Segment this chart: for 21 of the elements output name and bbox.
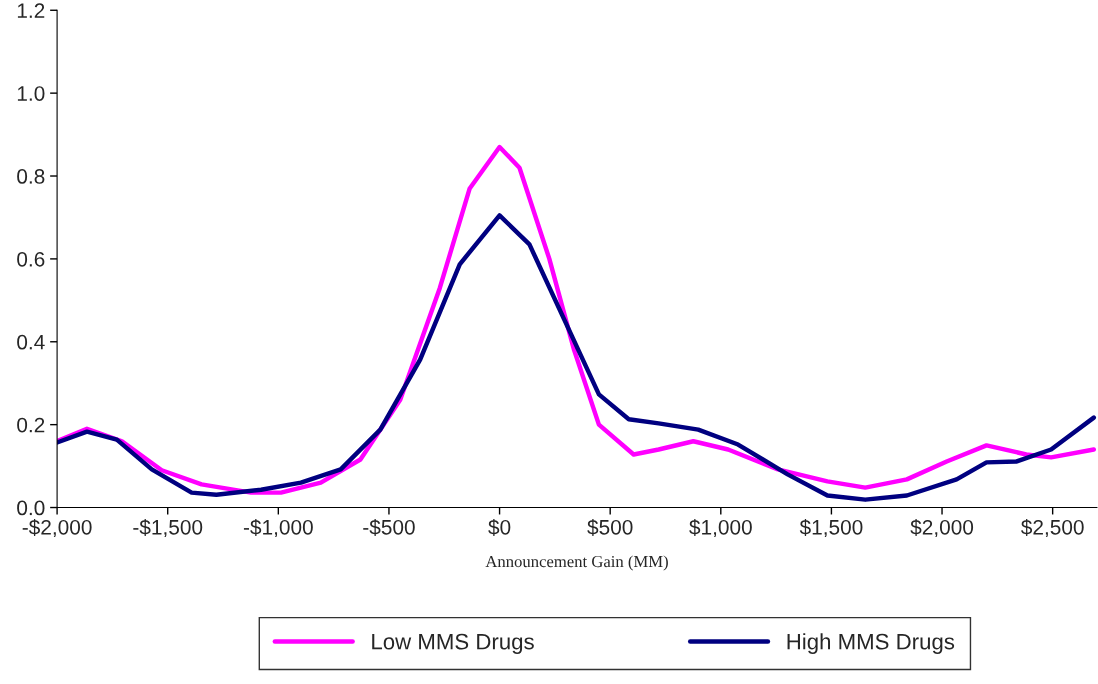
x-tick-label: $500 xyxy=(587,519,633,536)
x-axis-title: Announcement Gain (MM) xyxy=(485,555,668,571)
y-tick-label: 0.8 xyxy=(17,169,45,184)
y-tick-label: 1.2 xyxy=(17,3,45,18)
x-tick-label: $2,000 xyxy=(910,519,974,538)
y-tick-label: 0.4 xyxy=(17,334,45,350)
legend-label: High MMS Drugs xyxy=(787,633,955,654)
x-tick-label: -$1,500 xyxy=(133,519,203,538)
x-tick-label: $1,000 xyxy=(689,519,752,538)
x-tick-label: $2,500 xyxy=(1021,519,1084,538)
x-tick-label: -$1,000 xyxy=(243,519,313,538)
y-tick-label: 0.6 xyxy=(17,251,45,267)
x-tick-label: $0 xyxy=(488,519,511,536)
line-series xyxy=(57,213,1097,502)
y-tick-label: 0.0 xyxy=(17,500,45,516)
y-tick-label: 0.2 xyxy=(17,417,45,433)
y-tick-label: 1.0 xyxy=(17,86,45,101)
x-tick-label: -$500 xyxy=(363,519,415,536)
x-tick-label: $1,500 xyxy=(799,519,863,538)
legend-label: Low MMS Drugs xyxy=(372,633,534,654)
x-tick-label: -$2,000 xyxy=(22,519,92,538)
